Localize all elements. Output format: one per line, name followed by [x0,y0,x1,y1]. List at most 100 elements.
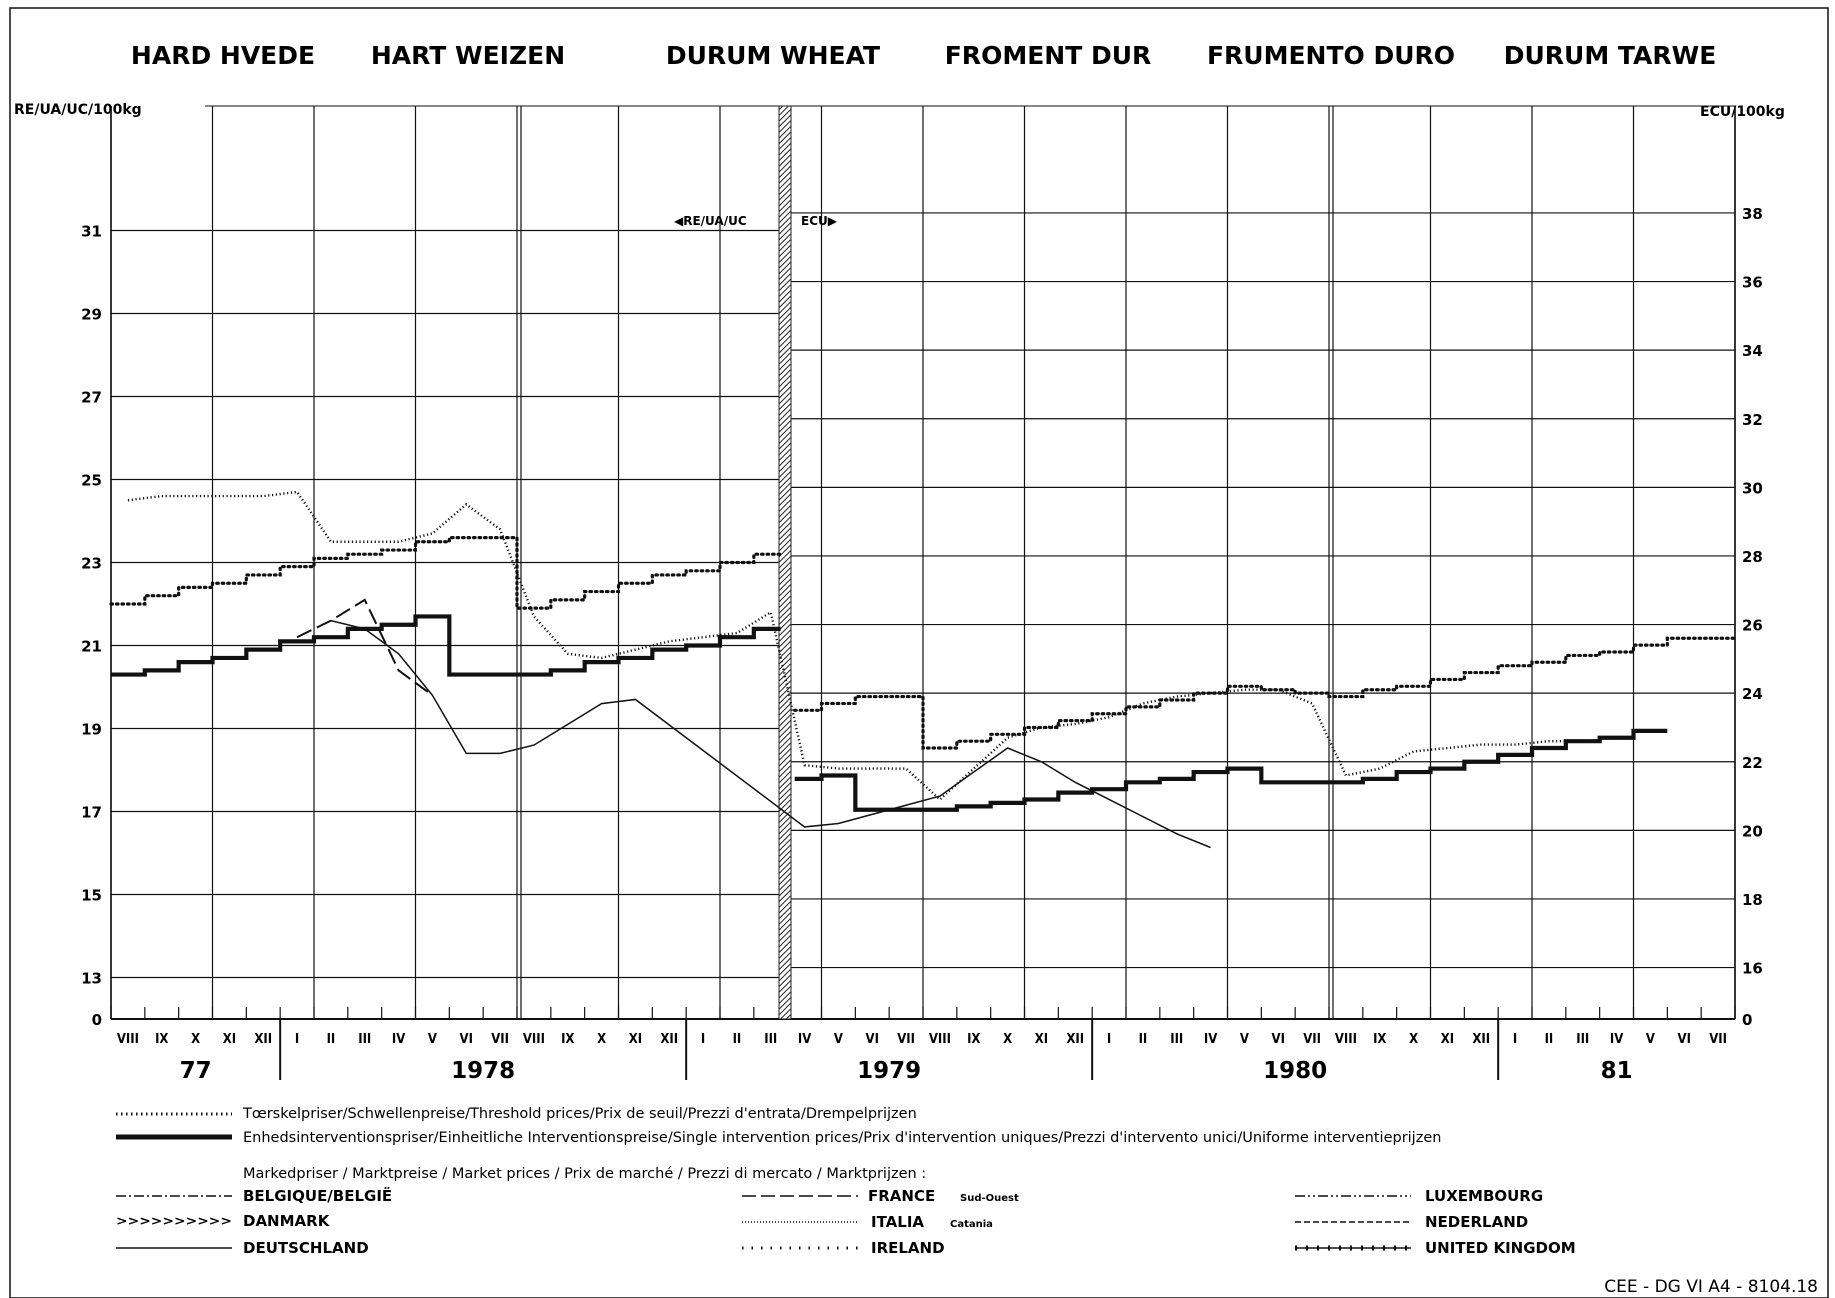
left-tick-label: 25 [81,472,102,490]
legend-luxembourg: LUXEMBOURG [1425,1187,1543,1205]
month-label: III [1170,1032,1183,1047]
month-label: V [1240,1032,1249,1047]
month-label: IV [798,1032,811,1047]
right-tick-label: 18 [1742,891,1763,909]
right-tick-label: 16 [1742,960,1763,978]
right-tick-label: 24 [1742,685,1763,703]
month-label: XI [1441,1032,1454,1047]
currency-switch-band [778,105,792,1020]
month-label: XII [1066,1032,1084,1047]
left-tick-label: 19 [81,721,102,739]
left-tick-label: 0 [92,1011,102,1029]
month-label: IX [561,1032,574,1047]
month-label: XII [660,1032,678,1047]
month-label: IX [967,1032,980,1047]
year-label: 81 [1601,1058,1633,1084]
series-france [296,598,434,697]
outer-frame [9,7,1829,1298]
legend-market-title: Markedpriser / Marktpreise / Market pric… [243,1166,926,1182]
right-tick-label: 26 [1742,617,1763,635]
left-tick-label: 27 [81,389,102,407]
month-label: VII [897,1032,915,1047]
month-label: VI [460,1032,473,1047]
month-label: III [764,1032,777,1047]
month-label: XI [1035,1032,1048,1047]
right-tick-label: 28 [1742,548,1763,566]
title-french: FROMENT DUR [945,41,1152,70]
left-tick-label: 29 [81,306,102,324]
legend-swatch-danmark: >>>>>>>>>> [116,1214,232,1228]
legend: Tœrskelpriser/Schwellenpreise/Threshold … [116,1106,1576,1257]
month-label: II [327,1032,336,1047]
month-label: XI [223,1032,236,1047]
legend-threshold: Tœrskelpriser/Schwellenpreise/Threshold … [242,1106,917,1122]
left-tick-label: 23 [81,555,102,573]
right-tick-label: 22 [1742,754,1763,772]
month-label: I [701,1032,705,1047]
month-label: VI [1678,1032,1691,1047]
month-label: VII [1303,1032,1321,1047]
month-label: X [597,1032,606,1047]
legend-deutschland: DEUTSCHLAND [243,1239,369,1257]
month-label: VII [1709,1032,1727,1047]
month-label: VIII [117,1032,139,1047]
title-english: DURUM WHEAT [666,41,880,70]
legend-italia-sub: Catania [950,1219,993,1230]
month-label: V [428,1032,437,1047]
legend-uk: UNITED KINGDOM [1425,1239,1576,1257]
month-label: V [834,1032,843,1047]
legend-france-sub: Sud-Ouest [960,1193,1019,1204]
left-tick-label: 13 [81,970,102,988]
title-german: HART WEIZEN [371,41,565,70]
month-label: VI [1272,1032,1285,1047]
legend-france: FRANCE [868,1187,935,1205]
right-tick-label: 34 [1742,342,1763,360]
title-danish: HARD HVEDE [131,41,315,70]
right-tick-label: 20 [1742,822,1763,840]
legend-italia: ITALIA [871,1213,924,1231]
month-label: II [733,1032,742,1047]
month-label: IV [392,1032,405,1047]
month-label: XII [1472,1032,1490,1047]
month-label: I [1513,1032,1517,1047]
month-label: VIII [1335,1032,1357,1047]
year-label: 77 [180,1058,212,1084]
legend-belgique: BELGIQUE/BELGIË [243,1186,392,1205]
month-label: VII [491,1032,509,1047]
month-label: X [1003,1032,1012,1047]
right-tick-label: 0 [1742,1011,1752,1029]
left-tick-label: 17 [81,804,102,822]
legend-nederland: NEDERLAND [1425,1213,1528,1231]
series-threshold [109,536,1737,750]
grid [110,105,1736,1020]
month-label: IV [1204,1032,1217,1047]
legend-ireland: IRELAND [871,1239,945,1257]
month-label: XI [629,1032,642,1047]
year-label: 1980 [1263,1058,1327,1084]
year-label: 1978 [451,1058,515,1084]
month-label: X [1409,1032,1418,1047]
month-label: I [295,1032,299,1047]
legend-intervention: Enhedsinterventionspriser/Einheitliche I… [243,1130,1441,1146]
month-label: II [1139,1032,1148,1047]
left-tick-label: 21 [81,638,102,656]
month-label: II [1545,1032,1554,1047]
right-axis-unit: ECU/100kg [1700,104,1785,120]
legend-danmark: DANMARK [243,1212,331,1230]
month-axis: VIII IX X XI XII I II III IV V VI VII VIII IX X XI XII I I… [110,1007,1736,1084]
data-series [109,490,1737,849]
right-axis-ticks: 0 16 18 20 22 24 26 28 30 32 34 36 38 [1742,205,1763,1029]
month-label: IV [1610,1032,1623,1047]
month-label: VIII [523,1032,545,1047]
month-label: IX [1373,1032,1386,1047]
month-label: IX [155,1032,168,1047]
chart-titles: HARD HVEDE HART WEIZEN DURUM WHEAT FROME… [131,41,1716,70]
month-label: VI [866,1032,879,1047]
right-tick-label: 30 [1742,479,1763,497]
year-label: 1979 [857,1058,921,1084]
right-tick-label: 38 [1742,205,1763,223]
switch-label-ecu: ECU▶ [801,214,838,228]
document-reference: CEE - DG VI A4 - 8104.18 [1604,1277,1818,1297]
left-axis-ticks: 0 13 15 17 19 21 23 25 27 29 31 [81,223,102,1030]
